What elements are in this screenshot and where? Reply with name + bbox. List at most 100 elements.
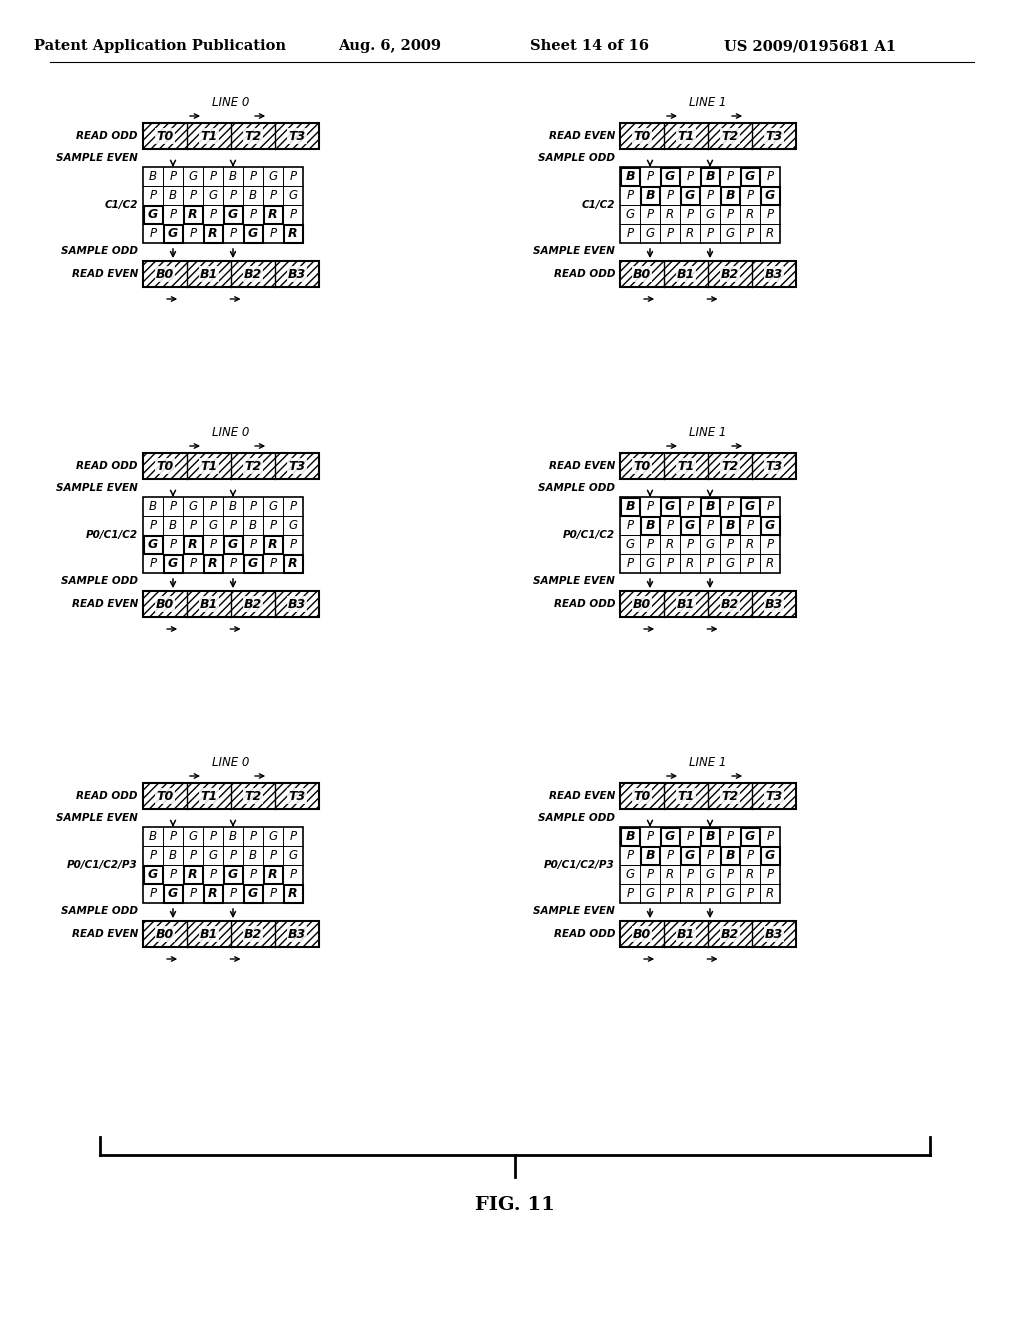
Text: B1: B1 <box>200 268 218 281</box>
Bar <box>143 206 163 223</box>
Bar <box>244 224 262 243</box>
Text: P: P <box>169 830 176 843</box>
Text: P: P <box>707 519 714 532</box>
Bar <box>620 921 796 946</box>
Text: G: G <box>268 170 278 183</box>
Text: P: P <box>766 170 773 183</box>
Text: B: B <box>150 830 157 843</box>
Text: T1: T1 <box>201 129 218 143</box>
Bar <box>143 261 319 286</box>
Bar <box>244 554 262 573</box>
Text: T2: T2 <box>245 789 261 803</box>
Text: G: G <box>209 849 217 862</box>
Text: B: B <box>725 849 735 862</box>
Text: READ EVEN: READ EVEN <box>549 791 615 801</box>
Text: P: P <box>250 830 257 843</box>
Text: B3: B3 <box>765 928 783 940</box>
Text: P: P <box>229 887 237 900</box>
Text: P: P <box>210 500 216 513</box>
Text: B: B <box>169 189 177 202</box>
Text: P: P <box>726 830 733 843</box>
Text: P: P <box>627 227 634 240</box>
Text: R: R <box>208 227 218 240</box>
Text: G: G <box>188 830 198 843</box>
Text: P: P <box>189 557 197 570</box>
Text: P: P <box>667 887 674 900</box>
Bar <box>183 866 203 883</box>
Text: P: P <box>269 227 276 240</box>
Text: G: G <box>268 830 278 843</box>
Text: T1: T1 <box>677 129 694 143</box>
Text: R: R <box>745 869 754 880</box>
Bar <box>204 884 222 903</box>
Text: P: P <box>726 869 733 880</box>
Text: G: G <box>228 869 239 880</box>
Text: G: G <box>725 557 734 570</box>
Text: READ ODD: READ ODD <box>554 599 615 609</box>
Text: T1: T1 <box>201 459 218 473</box>
Text: B: B <box>626 830 635 843</box>
Bar <box>183 206 203 223</box>
Text: READ EVEN: READ EVEN <box>72 599 138 609</box>
Text: FIG. 11: FIG. 11 <box>475 1196 555 1214</box>
Text: G: G <box>209 519 217 532</box>
Text: G: G <box>744 170 755 183</box>
Text: SAMPLE EVEN: SAMPLE EVEN <box>534 576 615 586</box>
Text: R: R <box>745 209 754 220</box>
Text: Sheet 14 of 16: Sheet 14 of 16 <box>530 40 649 53</box>
Text: P: P <box>229 519 237 532</box>
Bar <box>700 498 720 516</box>
Bar <box>164 554 182 573</box>
Text: G: G <box>248 887 258 900</box>
Bar <box>620 828 780 903</box>
Text: T3: T3 <box>765 789 782 803</box>
Text: P: P <box>229 227 237 240</box>
Bar <box>620 453 796 479</box>
Text: P: P <box>290 170 297 183</box>
Text: G: G <box>765 849 775 862</box>
Text: G: G <box>289 849 298 862</box>
Text: B0: B0 <box>156 598 174 610</box>
Text: B: B <box>706 500 715 513</box>
Text: P: P <box>169 869 176 880</box>
Text: US 2009/0195681 A1: US 2009/0195681 A1 <box>724 40 896 53</box>
Text: R: R <box>208 557 218 570</box>
Text: G: G <box>665 830 675 843</box>
Bar <box>660 168 680 186</box>
Text: B: B <box>150 170 157 183</box>
Text: R: R <box>666 209 674 220</box>
Text: R: R <box>745 539 754 550</box>
Text: R: R <box>686 557 694 570</box>
Text: B0: B0 <box>633 268 651 281</box>
Bar <box>143 453 319 479</box>
Text: LINE 0: LINE 0 <box>212 95 250 108</box>
Text: B: B <box>645 189 654 202</box>
Bar <box>263 536 283 553</box>
Text: P: P <box>269 849 276 862</box>
Text: T1: T1 <box>201 789 218 803</box>
Bar <box>740 498 760 516</box>
Bar <box>204 224 222 243</box>
Bar <box>263 866 283 883</box>
Bar <box>681 846 699 865</box>
Bar <box>223 206 243 223</box>
Text: B: B <box>169 849 177 862</box>
Bar <box>621 498 640 516</box>
Text: T0: T0 <box>634 789 650 803</box>
Bar <box>284 554 302 573</box>
Text: C1/C2: C1/C2 <box>104 201 138 210</box>
Text: B: B <box>249 519 257 532</box>
Text: B1: B1 <box>200 598 218 610</box>
Text: G: G <box>248 557 258 570</box>
Text: P: P <box>627 189 634 202</box>
Text: G: G <box>765 189 775 202</box>
Text: P: P <box>189 519 197 532</box>
Bar <box>660 828 680 846</box>
Text: B1: B1 <box>677 268 695 281</box>
Text: P: P <box>646 170 653 183</box>
Text: P: P <box>210 209 216 220</box>
Text: P: P <box>269 189 276 202</box>
Bar <box>620 261 796 286</box>
Bar <box>620 783 796 809</box>
Text: P: P <box>210 869 216 880</box>
